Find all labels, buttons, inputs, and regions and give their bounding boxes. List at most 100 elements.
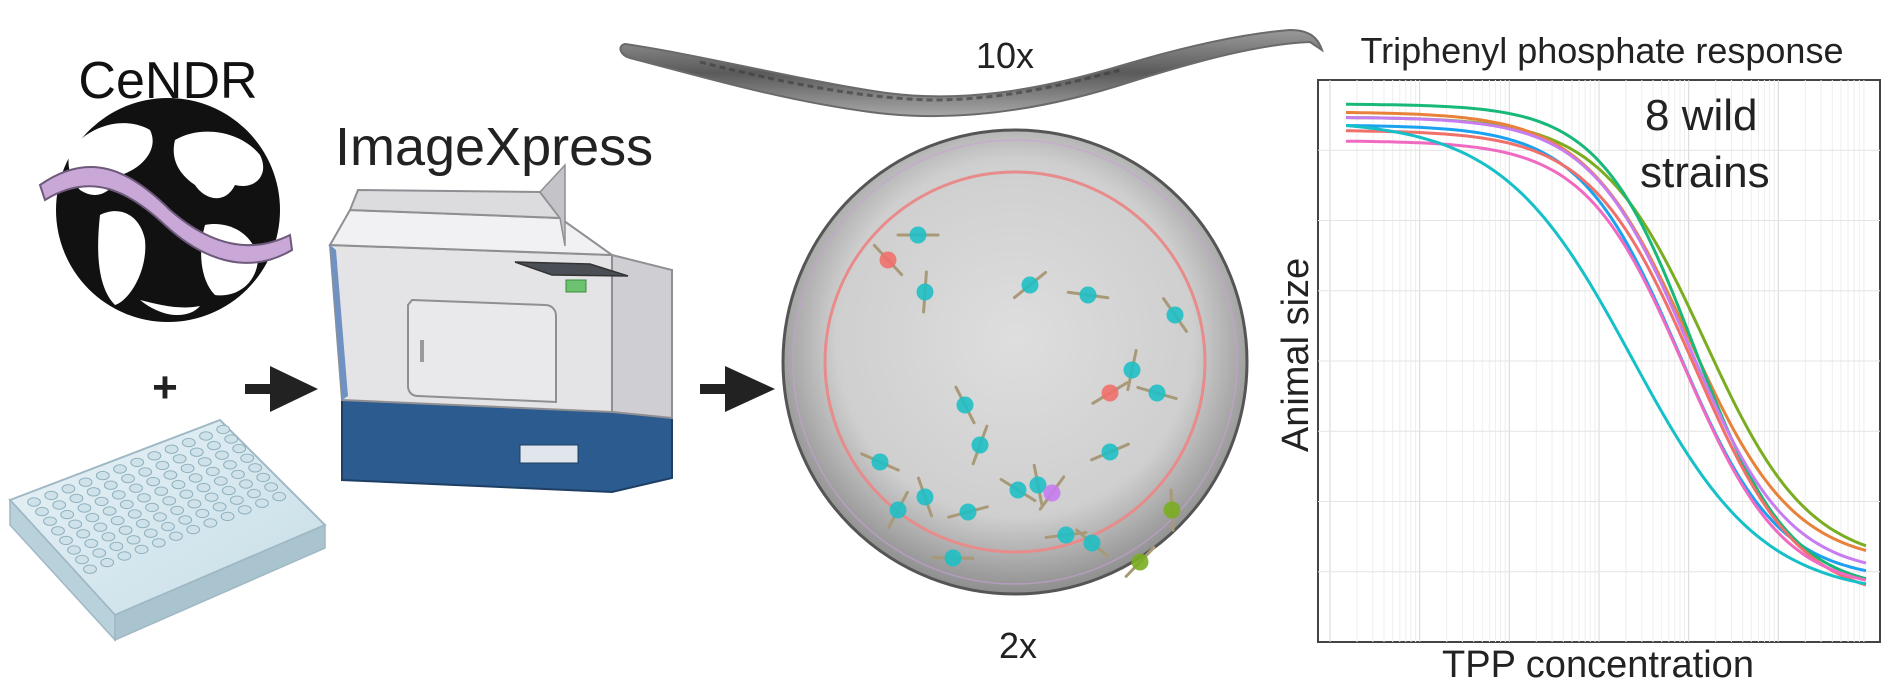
worm-detection-marker: [1123, 361, 1141, 379]
plate-well: [118, 525, 133, 535]
cendr-logo: CeNDR: [38, 52, 294, 322]
worm-detection-marker: [1131, 553, 1149, 571]
series-line-1: [1345, 124, 1867, 573]
well-magnification-label: 2x: [999, 625, 1037, 666]
worm-detection-marker: [1101, 443, 1119, 461]
plate-well: [180, 463, 195, 474]
worm-detection-marker: [1166, 306, 1184, 324]
chart-x-axis-label: TPP concentration: [1442, 644, 1754, 684]
well-image: [781, 128, 1249, 596]
plate-well: [188, 473, 203, 483]
worm-detection-marker: [1009, 481, 1027, 499]
plate-well: [272, 491, 287, 502]
plate-well: [215, 450, 229, 460]
detected-worms: [860, 226, 1188, 578]
plate-well: [111, 490, 126, 500]
worm-detection-marker: [1101, 384, 1119, 402]
plate-well: [83, 564, 97, 574]
plate-well: [197, 457, 212, 467]
plate-well: [151, 538, 166, 548]
series-line-5: [1345, 116, 1867, 565]
plate-well: [43, 516, 57, 526]
plate-well: [220, 511, 235, 522]
chart-y-axis-label: Animal size: [1275, 258, 1317, 452]
plate-well: [186, 524, 201, 535]
plate-well: [137, 493, 151, 503]
plate-well: [247, 488, 261, 499]
instrument-title: ImageXpress: [335, 117, 653, 177]
plate-well: [117, 551, 132, 561]
plate-well: [52, 500, 67, 510]
plate-well: [69, 493, 84, 504]
plate-well: [59, 535, 73, 546]
plate-well: [212, 502, 227, 512]
series-line-8: [1345, 124, 1867, 586]
plate-well: [255, 498, 269, 508]
plate-well: [216, 424, 231, 435]
series-line-7: [1346, 139, 1867, 582]
plate-well: [147, 451, 162, 461]
plate-well: [76, 529, 91, 539]
plate-well: [92, 548, 107, 558]
plate-well: [248, 463, 263, 473]
plate-well: [134, 544, 149, 555]
plate-well: [196, 482, 211, 493]
plate-well: [67, 545, 81, 555]
worm-detection-marker: [871, 453, 889, 471]
well-boundary-ring: [823, 170, 1207, 554]
plate-well: [164, 444, 179, 454]
plate-well: [189, 447, 204, 457]
plate-well: [221, 485, 236, 496]
plate-well: [121, 473, 135, 484]
worm-detection-marker: [971, 436, 989, 454]
plate-well: [135, 518, 150, 529]
plate-well: [102, 506, 117, 516]
chart-title: Triphenyl phosphate response: [1361, 30, 1844, 71]
worm-detection-marker: [959, 503, 977, 521]
plate-well: [78, 477, 93, 487]
chart-annotation-line2: strains: [1640, 148, 1770, 197]
plate-well: [154, 486, 169, 496]
plate-well: [162, 496, 177, 506]
plate-well: [100, 557, 115, 568]
plate-well: [138, 467, 153, 477]
worm-detection-marker: [1148, 384, 1166, 402]
plate-well: [178, 515, 193, 525]
worm-detection-marker: [889, 501, 907, 519]
plate-well: [86, 487, 101, 497]
well-plate: [8, 418, 327, 642]
plate-well: [187, 499, 202, 509]
plate-well: [101, 532, 116, 542]
plate-well: [213, 476, 228, 486]
plate-well: [224, 434, 239, 444]
plate-well: [84, 538, 99, 549]
plate-well: [119, 499, 134, 510]
plate-well: [169, 531, 183, 541]
plate-well: [145, 502, 159, 513]
plate-well: [223, 460, 237, 470]
worm-detection-marker: [1021, 276, 1039, 294]
plate-well: [44, 490, 59, 501]
plate-well: [85, 512, 100, 523]
plate-well: [203, 518, 218, 528]
plate-well: [68, 519, 83, 529]
plate-well: [231, 469, 245, 480]
plate-well: [27, 497, 41, 507]
plate-well: [51, 526, 65, 536]
worm-detection-marker: [1163, 501, 1181, 519]
plate-well: [207, 440, 221, 451]
plate-well: [61, 484, 76, 494]
plate-well: [170, 505, 185, 516]
plate-well: [195, 508, 210, 519]
plate-well: [113, 464, 127, 474]
worm-detection-marker: [1083, 534, 1101, 552]
worm-detection-marker: [944, 549, 962, 567]
worm-10x-image: [619, 28, 1324, 118]
worm-detection-marker: [1043, 484, 1061, 502]
plate-well: [171, 479, 186, 490]
plate-well: [94, 496, 109, 507]
chart-grid: [1318, 80, 1880, 642]
plate-well: [240, 453, 255, 463]
plate-well: [264, 482, 279, 492]
worm-detection-marker: [916, 283, 934, 301]
